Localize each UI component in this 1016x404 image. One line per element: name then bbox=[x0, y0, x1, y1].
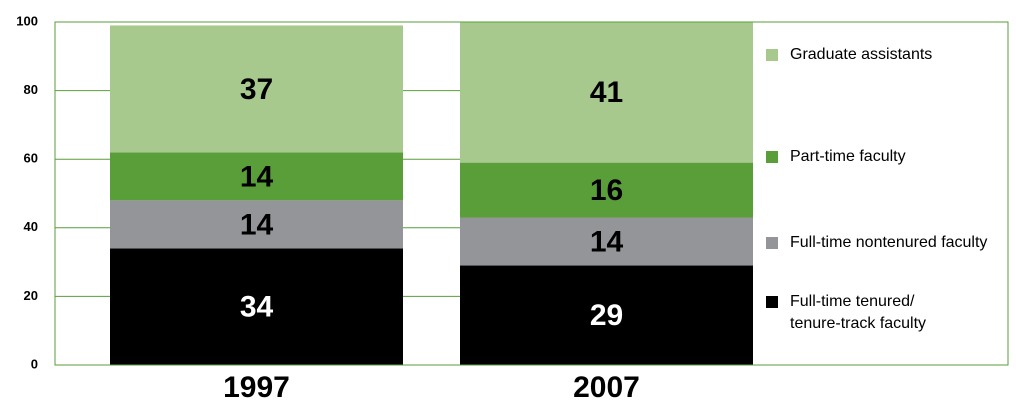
bar-segment bbox=[460, 265, 753, 365]
bar-segment bbox=[460, 217, 753, 266]
bar-segment bbox=[460, 22, 753, 163]
data-label: 41 bbox=[590, 76, 623, 109]
x-tick-label: 2007 bbox=[573, 371, 640, 404]
legend-label: Part-time faculty bbox=[790, 148, 906, 165]
data-label: 16 bbox=[590, 174, 623, 207]
data-label: 29 bbox=[590, 299, 623, 332]
data-label: 14 bbox=[240, 160, 274, 193]
legend-swatch bbox=[766, 49, 778, 61]
legend-swatch bbox=[766, 296, 778, 308]
data-label: 37 bbox=[240, 73, 273, 106]
bar-segment bbox=[110, 200, 403, 249]
y-tick-label: 40 bbox=[24, 219, 38, 234]
y-tick-label: 60 bbox=[24, 151, 38, 166]
legend-swatch bbox=[766, 151, 778, 163]
x-tick-label: 1997 bbox=[223, 371, 290, 404]
bar-segment bbox=[110, 248, 403, 365]
y-tick-label: 80 bbox=[24, 82, 38, 97]
y-tick-label: 0 bbox=[31, 356, 38, 371]
y-tick-label: 20 bbox=[24, 288, 38, 303]
y-tick-label: 100 bbox=[16, 13, 38, 28]
bar-segment bbox=[460, 162, 753, 218]
data-label: 14 bbox=[240, 208, 274, 241]
legend-label: Full-time nontenured faculty bbox=[790, 234, 987, 251]
legend-label: Graduate assistants bbox=[790, 46, 932, 63]
plot-frame bbox=[54, 21, 1009, 366]
data-label: 14 bbox=[590, 225, 624, 258]
legend-swatch bbox=[766, 237, 778, 249]
legend-label: Full-time tenured/tenure-track faculty bbox=[790, 293, 926, 332]
bar-segment bbox=[110, 152, 403, 201]
bar-segment bbox=[110, 25, 403, 153]
data-label: 34 bbox=[240, 291, 274, 324]
